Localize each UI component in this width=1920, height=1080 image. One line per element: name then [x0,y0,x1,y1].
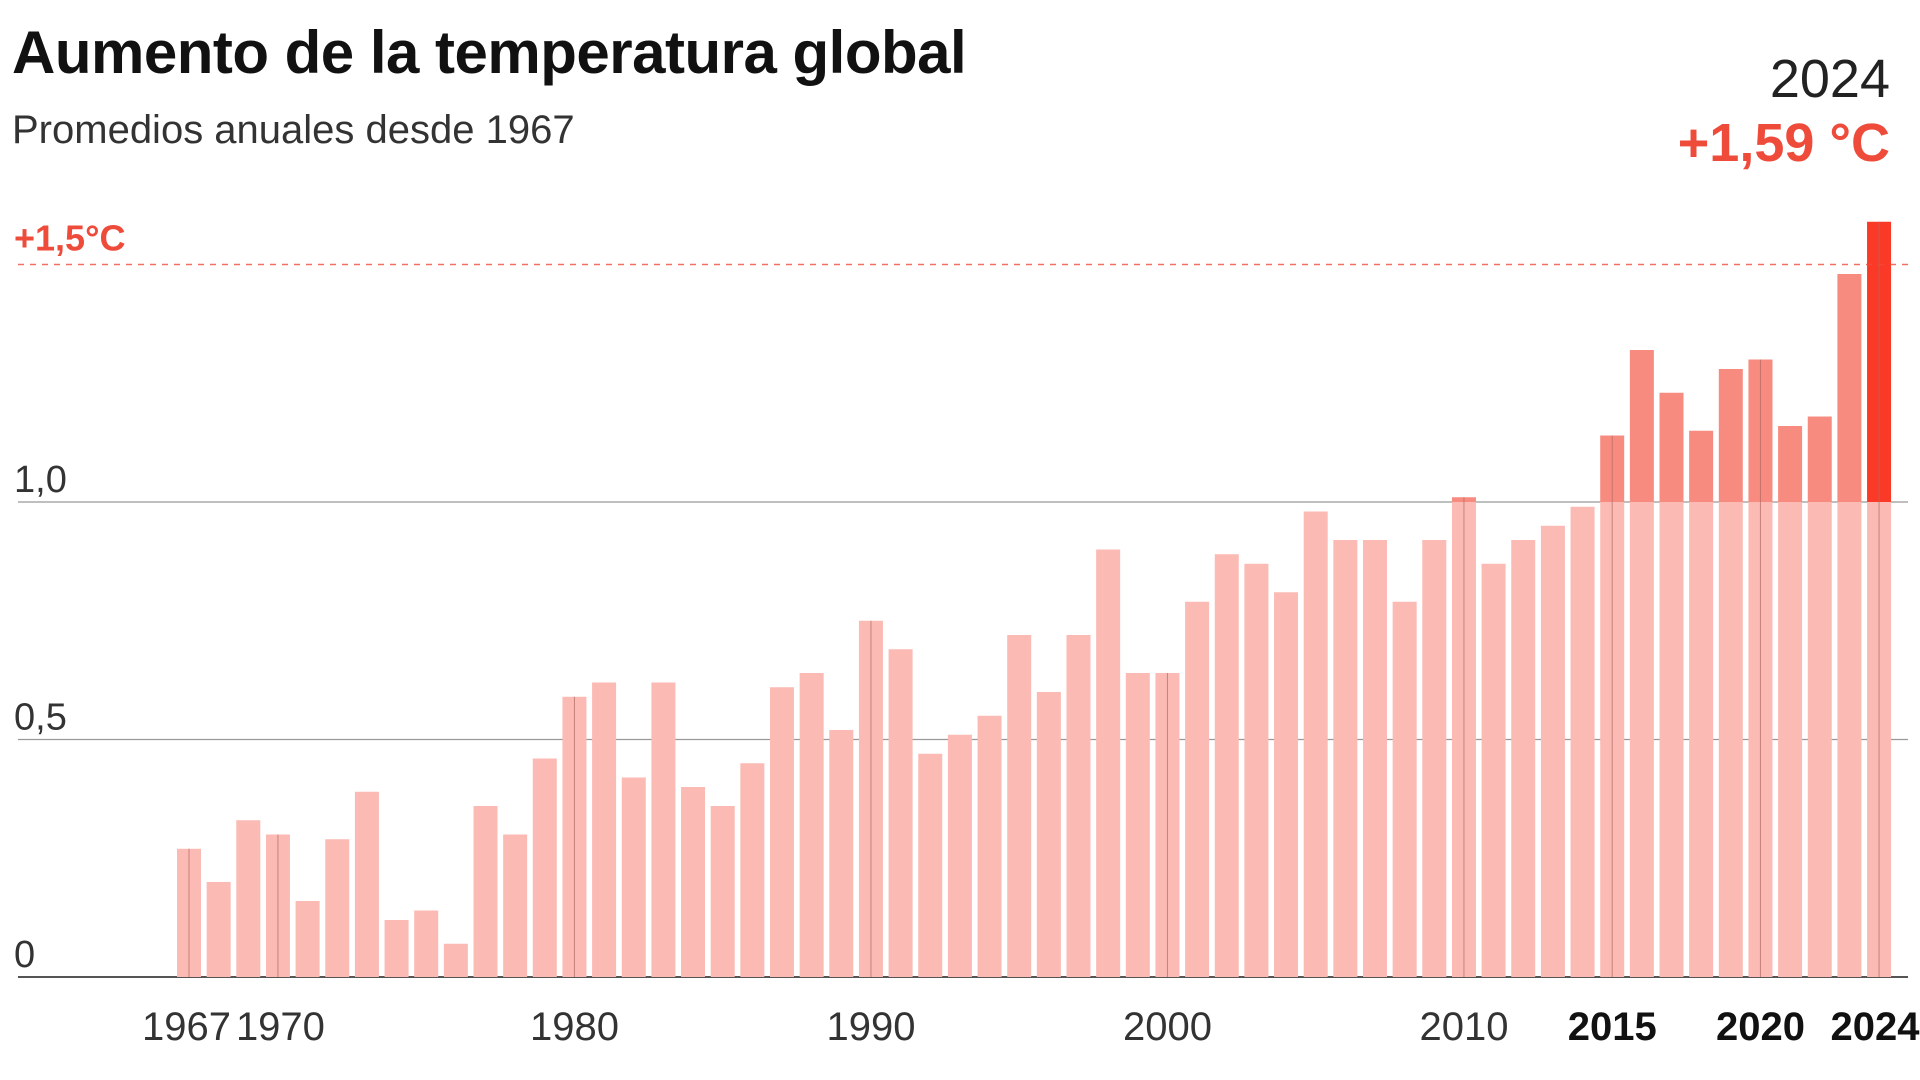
bar-1983 [651,682,676,977]
chart-subtitle: Promedios anuales desde 1967 [12,108,575,152]
bar-1985 [710,806,735,977]
x-tick-label-1967: 1967 [142,1005,231,1049]
bar-1969 [236,820,261,977]
bar-1995 [1007,635,1032,977]
bar-1975 [414,910,439,977]
bar-2009 [1422,540,1447,977]
bar-1999 [1125,673,1150,977]
bar-1968 [206,882,231,977]
bar-2017 [1659,502,1684,977]
bar-2014 [1570,506,1595,977]
bar-upper-2022 [1807,416,1832,502]
bar-1977 [473,806,498,977]
y-axis-labels: 0 0,5 1,0 [14,459,67,976]
bar-2021 [1778,502,1803,977]
bar-2006 [1333,540,1358,977]
bar-1992 [918,753,943,977]
bar-1989 [829,730,854,977]
bar-1981 [592,682,617,977]
x-tick-label-1990: 1990 [826,1005,915,1049]
bar-2007 [1363,540,1387,977]
bar-2023 [1837,502,1862,977]
bar-2022 [1807,502,1832,977]
bar-1993 [947,734,972,977]
bar-2011 [1481,563,1506,977]
bar-1979 [532,758,557,977]
bar-1973 [354,791,379,977]
highlight-year: 2024 [1769,49,1890,109]
bar-upper-2017 [1659,392,1684,502]
bar-upper-2016 [1629,350,1654,502]
highlight-value: +1,59 °C [1677,113,1890,173]
x-axis-labels: 1967 1970 1980 1990 2000 2010 2015 2020 2024 [142,1005,1920,1049]
bar-1972 [325,839,350,977]
bar-2018 [1689,502,1714,977]
x-tick-label-2015: 2015 [1568,1005,1657,1049]
bar-2016 [1629,502,1654,977]
bar-2012 [1511,540,1536,977]
bar-1987 [770,687,794,977]
bar-1996 [1036,692,1061,977]
bar-2005 [1303,511,1328,977]
bar-2019 [1718,502,1743,977]
bar-1974 [384,920,409,977]
y-tick-label: 0 [14,934,35,976]
bar-1997 [1066,635,1091,977]
bar-1994 [977,715,1002,977]
chart-title: Aumento de la temperatura global [12,19,967,86]
bar-1982 [621,777,646,977]
bar-1991 [888,649,913,977]
bar-2004 [1274,592,1299,977]
threshold-label: +1,5°C [14,218,125,259]
x-tick-label-1970: 1970 [236,1005,325,1049]
x-tick-label-1980: 1980 [530,1005,619,1049]
bar-upper-2021 [1778,426,1803,502]
bar-1998 [1096,549,1121,977]
x-tick-label-2000: 2000 [1123,1005,1212,1049]
x-tick-label-2010: 2010 [1419,1005,1508,1049]
bar-1978 [503,834,528,977]
bars [177,221,1892,977]
threshold-layer: +1,5°C [14,218,1908,266]
bar-1971 [295,901,320,977]
bar-upper-2018 [1689,430,1714,502]
bar-2008 [1392,601,1417,977]
bar-1984 [681,787,706,977]
bar-2002 [1214,554,1239,977]
bar-1976 [443,943,468,977]
x-tick-label-2020: 2020 [1716,1005,1805,1049]
y-tick-label: 1,0 [14,459,67,501]
bar-upper-2019 [1718,369,1743,502]
bar-2003 [1244,563,1269,977]
bar-upper-2023 [1837,274,1862,502]
x-tick-label-2024: 2024 [1831,1005,1920,1049]
bar-2013 [1540,525,1565,977]
bar-2001 [1185,601,1210,977]
y-tick-label: 0,5 [14,697,67,739]
bar-1988 [799,673,824,977]
bar-1986 [740,763,765,977]
